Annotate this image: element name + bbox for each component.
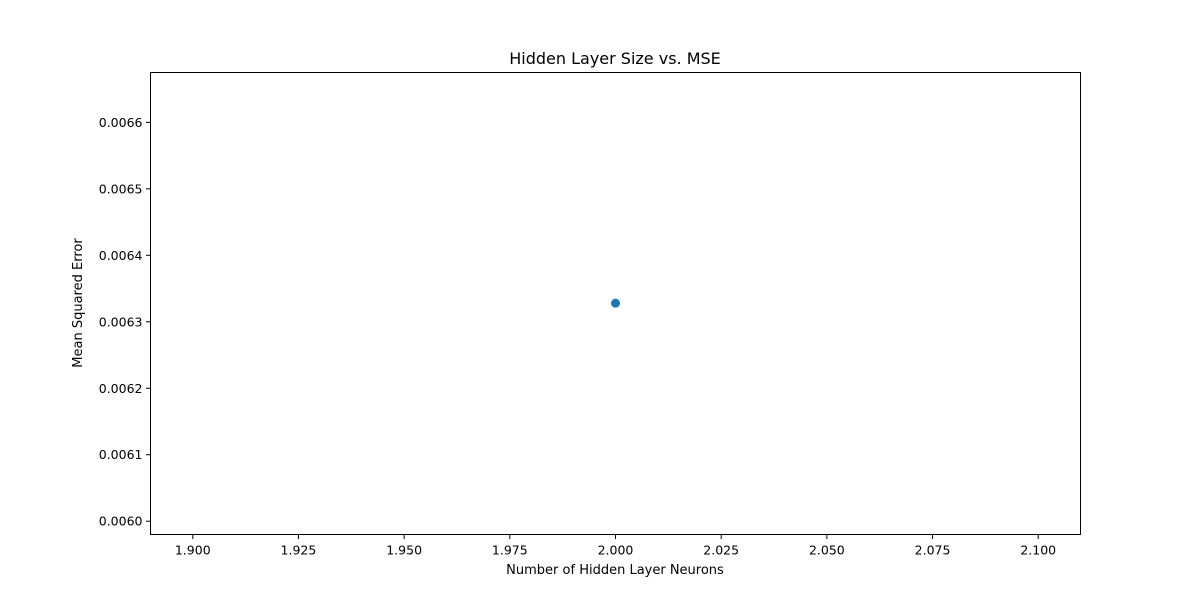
y-tick-label: 0.0063	[99, 314, 143, 329]
data-point	[611, 298, 620, 308]
x-tick-label: 1.950	[386, 543, 422, 558]
plot-area-frame	[150, 72, 1081, 535]
x-axis-label: Number of Hidden Layer Neurons	[506, 563, 724, 578]
x-tick-label: 1.925	[281, 543, 317, 558]
y-axis-label: Mean Squared Error	[71, 238, 86, 368]
chart-title: Hidden Layer Size vs. MSE	[509, 49, 721, 68]
x-tick-label: 2.025	[703, 543, 739, 558]
y-tick-label: 0.0066	[99, 115, 143, 130]
x-tick-label: 2.050	[809, 543, 845, 558]
x-tick-label: 2.000	[598, 543, 634, 558]
y-tick-label: 0.0060	[99, 514, 143, 529]
x-tick-label: 1.975	[492, 543, 528, 558]
y-tick-label: 0.0065	[99, 181, 143, 196]
x-tick-label: 2.100	[1020, 543, 1056, 558]
y-tick-label: 0.0064	[99, 248, 143, 263]
x-axis-ticks: 1.900 1.925 1.950 1.975 2.000 2.025 2.050 2.075…	[175, 534, 1056, 558]
data-points	[611, 298, 620, 308]
x-tick-label: 1.900	[175, 543, 211, 558]
x-tick-label: 2.075	[915, 543, 951, 558]
y-tick-label: 0.0062	[99, 381, 143, 396]
y-axis-ticks: 0.0060 0.0061 0.0062 0.0063 0.0064 0.0065 0.00…	[99, 115, 151, 529]
y-tick-label: 0.0061	[99, 447, 143, 462]
